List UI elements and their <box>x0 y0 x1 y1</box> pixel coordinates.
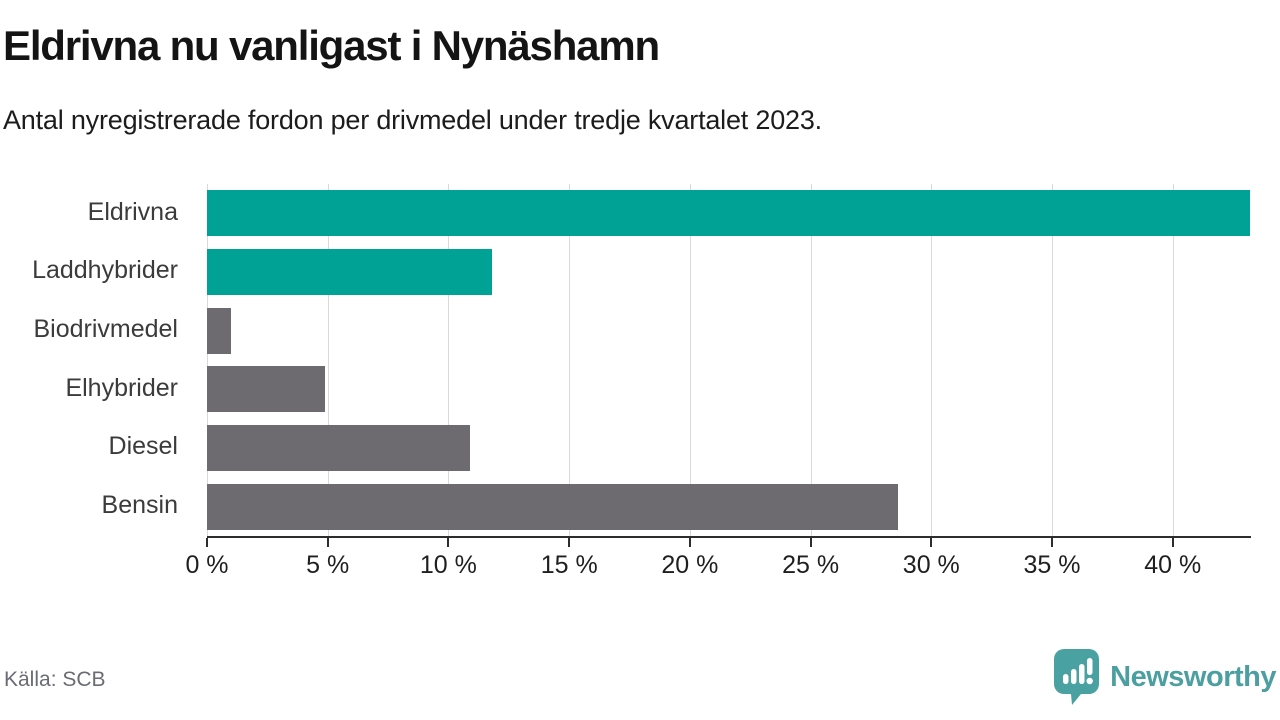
bar-row: Elhybrider <box>0 360 1280 419</box>
chart-title: Eldrivna nu vanligast i Nynäshamn <box>3 22 660 69</box>
bar-row: Diesel <box>0 419 1280 478</box>
tick-mark <box>447 538 450 547</box>
bar <box>207 424 471 471</box>
category-label: Biodrivmedel <box>33 315 178 344</box>
x-axis-line <box>207 536 1251 538</box>
bar-row: Bensin <box>0 477 1280 536</box>
bar <box>207 248 492 295</box>
bar <box>207 307 232 354</box>
tick-label: 25 % <box>782 551 840 579</box>
tick-label: 0 % <box>185 551 229 579</box>
gridline <box>448 184 450 536</box>
tick-mark <box>688 538 691 547</box>
gridline <box>327 184 329 536</box>
gridline <box>569 184 571 536</box>
tick-label: 15 % <box>540 551 598 579</box>
tick-mark <box>326 538 329 547</box>
bar-chart: Eldrivna Laddhybrider Biodrivmedel Elhybrid… <box>0 184 1280 579</box>
chart-subtitle: Antal nyregistrerade fordon per drivmede… <box>3 105 822 135</box>
category-label: Diesel <box>108 432 178 461</box>
tick-label: 40 % <box>1144 551 1202 579</box>
source-label: Källa: SCB <box>4 668 106 691</box>
gridline <box>1172 184 1174 536</box>
tick-label: 10 % <box>419 551 477 579</box>
tick-label: 5 % <box>306 551 350 579</box>
gridline <box>1052 184 1053 536</box>
tick-mark <box>568 538 571 547</box>
gridline <box>810 184 812 536</box>
plot-area <box>207 184 1250 536</box>
bar-row: Eldrivna <box>0 184 1280 243</box>
tick-label: 20 % <box>661 551 719 579</box>
tick-label: 35 % <box>1023 551 1081 579</box>
gridline <box>931 184 933 536</box>
category-label: Elhybrider <box>65 373 178 402</box>
tick-mark <box>1171 538 1174 547</box>
newsworthy-logo: Newsworthy <box>1052 648 1276 706</box>
category-label: Bensin <box>101 491 178 520</box>
tick-mark <box>1051 538 1053 547</box>
bar-row: Biodrivmedel <box>0 301 1280 360</box>
bar <box>207 483 898 530</box>
gridline <box>207 184 208 536</box>
bar <box>207 366 326 413</box>
brand-name: Newsworthy <box>1110 660 1276 693</box>
gridline <box>689 184 691 536</box>
tick-mark <box>206 538 208 547</box>
tick-mark <box>930 538 933 547</box>
bar-row: Laddhybrider <box>0 243 1280 302</box>
category-label: Eldrivna <box>87 197 178 226</box>
bar-rows: Eldrivna Laddhybrider Biodrivmedel Elhybrid… <box>0 184 1280 536</box>
newsworthy-icon <box>1054 649 1100 705</box>
tick-mark <box>809 538 812 547</box>
tick-label: 30 % <box>902 551 960 579</box>
bar <box>207 190 1250 237</box>
category-label: Laddhybrider <box>32 256 178 285</box>
